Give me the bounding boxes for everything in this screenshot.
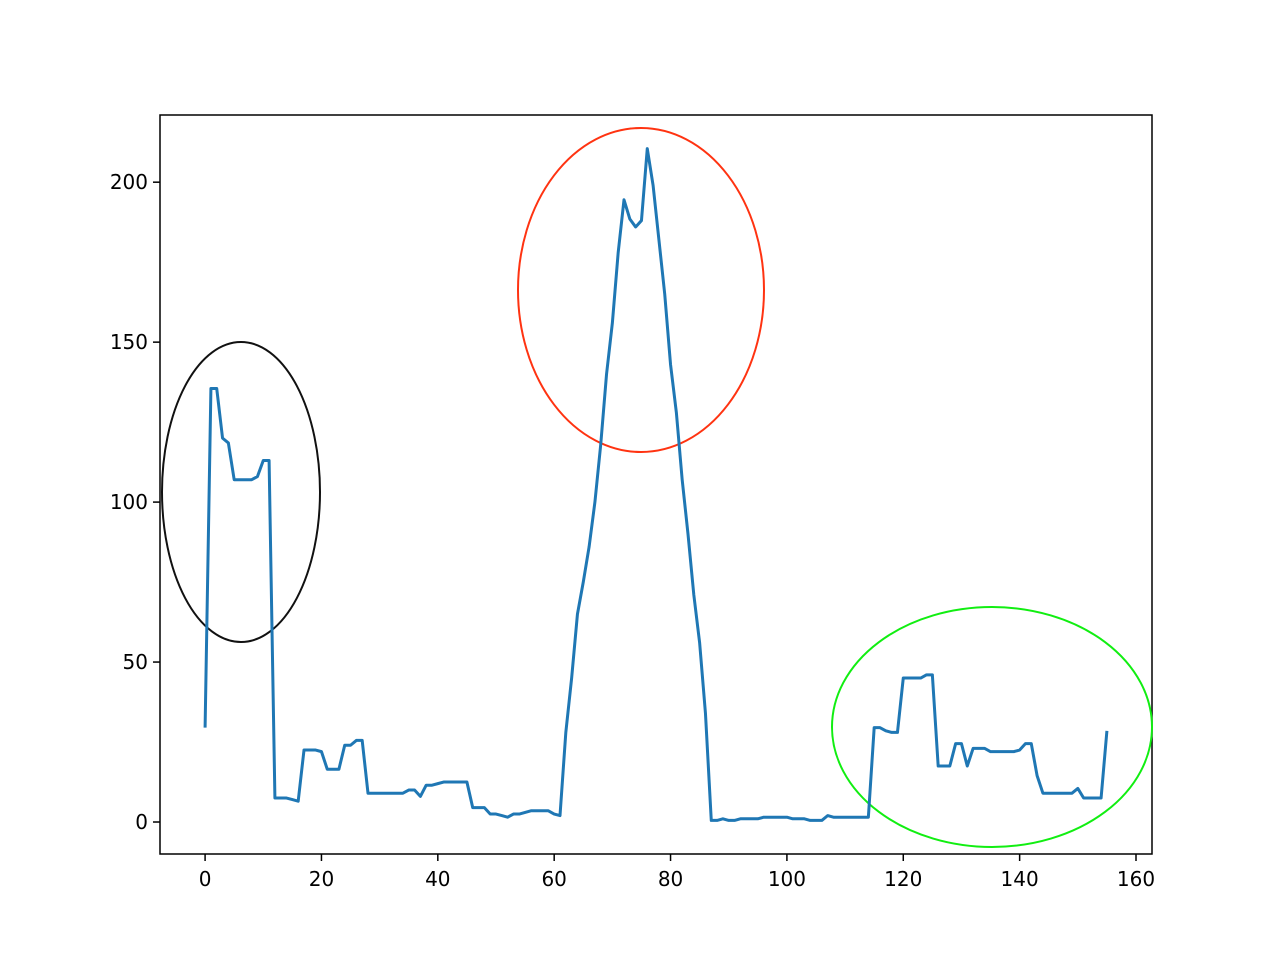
highlight-ellipse (517, 127, 765, 453)
data-line (203, 147, 1109, 822)
y-tick-label: 200 (110, 170, 148, 194)
y-tick-label: 150 (110, 330, 148, 354)
x-tick-label: 60 (541, 867, 566, 891)
x-tick-label: 120 (884, 867, 922, 891)
plot-frame (159, 114, 1153, 855)
y-tick-label: 0 (135, 810, 148, 834)
y-tick-label: 100 (110, 490, 148, 514)
x-tick-label: 100 (768, 867, 806, 891)
highlight-ellipse (831, 606, 1153, 848)
x-tick-label: 0 (199, 867, 212, 891)
x-tick-label: 140 (1001, 867, 1039, 891)
x-tick-label: 20 (309, 867, 334, 891)
x-tick-label: 160 (1117, 867, 1155, 891)
highlight-ellipse (161, 341, 321, 643)
x-tick-label: 40 (425, 867, 450, 891)
y-tick-label: 50 (123, 650, 148, 674)
x-tick-label: 80 (658, 867, 683, 891)
